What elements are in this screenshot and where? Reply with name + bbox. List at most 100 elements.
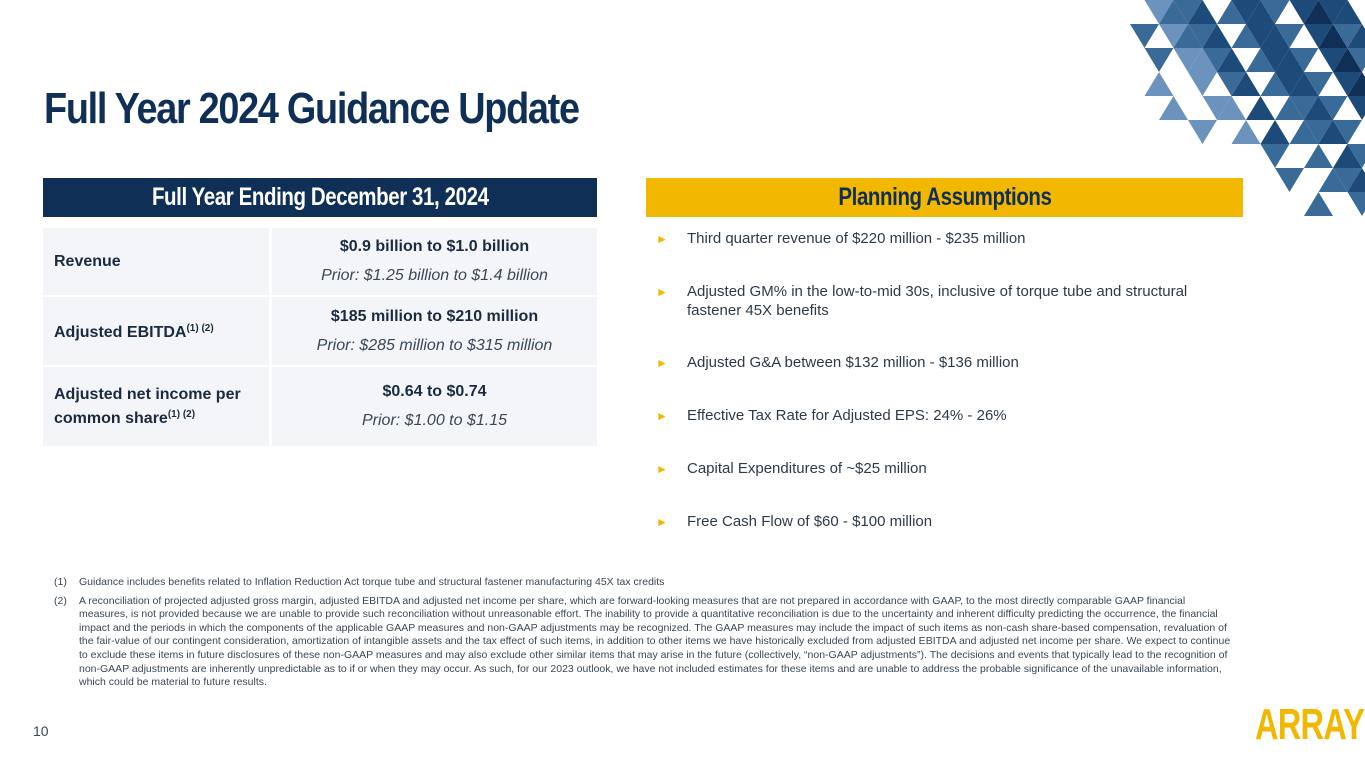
decorative-triangle <box>1260 120 1290 144</box>
decorative-triangle <box>1231 72 1261 96</box>
table-row: Adjusted EBITDA(1) (2) $185 million to $… <box>43 297 597 365</box>
footnote-text: Guidance includes benefits related to In… <box>79 576 665 588</box>
metric-label-text: Revenue <box>54 252 121 270</box>
footnote: (1) Guidance includes benefits related t… <box>54 576 1234 590</box>
decorative-triangle <box>1188 120 1217 144</box>
footnote-reference: (1) (2) <box>186 323 214 334</box>
decorative-triangle <box>1231 0 1261 24</box>
decorative-triangle <box>1318 48 1348 72</box>
decorative-triangle <box>1217 48 1246 72</box>
decorative-triangle <box>1333 48 1362 72</box>
decorative-triangle <box>1246 96 1275 120</box>
prior-guidance: Prior: $1.25 billion to $1.4 billion <box>321 267 548 284</box>
decorative-triangle <box>1347 168 1365 192</box>
decorative-triangle <box>1347 192 1365 216</box>
metric-label-text: Adjusted net income per common share <box>54 385 241 427</box>
decorative-triangle <box>1188 24 1217 48</box>
page-number: 10 <box>33 723 49 739</box>
decorative-triangle <box>1347 24 1365 48</box>
decorative-triangle <box>1347 48 1365 72</box>
triangle-bullet-icon: ► <box>656 356 668 370</box>
list-item: ► Adjusted G&A between $132 million - $1… <box>656 353 1019 373</box>
decorative-triangle <box>1333 0 1362 24</box>
decorative-triangle <box>1260 72 1290 96</box>
decorative-triangle <box>1202 48 1232 72</box>
table-row: Revenue $0.9 billion to $1.0 billion Pri… <box>43 228 597 295</box>
metric-label: Adjusted EBITDA(1) (2) <box>43 297 272 365</box>
footnote-number: (2) <box>54 594 67 607</box>
metric-value: $0.9 billion to $1.0 billion Prior: $1.2… <box>272 228 597 295</box>
list-item: ► Adjusted GM% in the low-to-mid 30s, in… <box>656 282 1236 320</box>
decorative-triangle <box>1275 72 1304 96</box>
footnote-text: A reconciliation of projected adjusted g… <box>79 594 1231 689</box>
decorative-triangle <box>1289 72 1319 96</box>
metric-label: Revenue <box>43 228 272 295</box>
decorative-triangle <box>1144 72 1174 96</box>
list-item: ► Free Cash Flow of $60 - $100 million <box>656 512 932 532</box>
decorative-triangle <box>1130 24 1159 48</box>
decorative-triangle <box>1173 0 1203 24</box>
prior-guidance: Prior: $1.00 to $1.15 <box>362 412 507 429</box>
decorative-triangle <box>1159 96 1188 120</box>
decorative-triangle <box>1275 48 1304 72</box>
decorative-triangle <box>1217 0 1246 24</box>
decorative-triangle <box>1246 24 1275 48</box>
metric-value: $0.64 to $0.74 Prior: $1.00 to $1.15 <box>272 367 597 446</box>
footnote-reference: (1) (2) <box>167 408 196 420</box>
decorative-triangle <box>1304 72 1333 96</box>
decorative-triangle <box>1275 24 1304 48</box>
decorative-triangle <box>1202 24 1232 48</box>
decorative-triangle <box>1333 72 1362 96</box>
decorative-triangle <box>1246 48 1275 72</box>
decorative-triangle <box>1260 24 1290 48</box>
triangle-bullet-icon: ► <box>656 515 668 529</box>
decorative-triangle <box>1144 48 1174 72</box>
triangle-bullet-icon: ► <box>656 232 668 246</box>
decorative-triangle <box>1188 0 1217 24</box>
assumption-text: Third quarter revenue of $220 million - … <box>687 230 1026 247</box>
decorative-triangle <box>1347 72 1365 96</box>
decorative-triangle <box>1260 48 1290 72</box>
decorative-triangle <box>1318 96 1348 120</box>
decorative-triangle <box>1275 96 1304 120</box>
triangle-bullet-icon: ► <box>656 285 668 299</box>
decorative-triangle <box>1304 96 1333 120</box>
current-guidance: $0.64 to $0.74 <box>382 383 487 400</box>
prior-guidance: Prior: $285 million to $315 million <box>316 336 553 354</box>
decorative-triangle <box>1246 0 1275 24</box>
decorative-triangle <box>1188 72 1217 96</box>
assumption-text: Adjusted GM% in the low-to-mid 30s, incl… <box>687 283 1188 319</box>
decorative-triangle <box>1318 168 1348 192</box>
planning-assumptions-header: Planning Assumptions <box>646 178 1243 217</box>
decorative-triangle <box>1304 24 1333 48</box>
decorative-triangle <box>1304 192 1333 216</box>
array-logo: ARRAY <box>1255 700 1365 749</box>
decorative-triangle <box>1318 0 1348 24</box>
decorative-triangle <box>1144 0 1174 24</box>
metric-value: $185 million to $210 million Prior: $285… <box>272 297 597 365</box>
decorative-triangle <box>1260 0 1290 24</box>
footnote: (2) A reconciliation of projected adjust… <box>54 595 1234 690</box>
triangle-bullet-icon: ► <box>656 409 668 423</box>
decorative-triangle <box>1333 120 1362 144</box>
list-item: ► Capital Expenditures of ~$25 million <box>656 459 927 479</box>
decorative-triangle <box>1217 72 1246 96</box>
decorative-triangle <box>1347 96 1365 120</box>
decorative-triangle <box>1333 144 1362 168</box>
decorative-triangle <box>1318 24 1348 48</box>
current-guidance: $0.9 billion to $1.0 billion <box>339 238 530 255</box>
list-item: ► Effective Tax Rate for Adjusted EPS: 2… <box>656 406 1007 426</box>
planning-assumptions-header-label: Planning Assumptions <box>837 183 1052 211</box>
page-title: Full Year 2024 Guidance Update <box>44 84 580 133</box>
decorative-triangle <box>1289 96 1319 120</box>
decorative-triangle <box>1173 48 1203 72</box>
decorative-triangle <box>1304 0 1333 24</box>
decorative-triangle <box>1188 48 1217 72</box>
decorative-triangle <box>1159 24 1188 48</box>
assumption-text: Free Cash Flow of $60 - $100 million <box>687 513 933 530</box>
decorative-triangle <box>1333 24 1362 48</box>
footnote-number: (1) <box>54 576 67 588</box>
triangle-bullet-icon: ► <box>656 462 668 476</box>
decorative-triangle <box>1173 24 1203 48</box>
decorative-triangle <box>1159 0 1188 24</box>
